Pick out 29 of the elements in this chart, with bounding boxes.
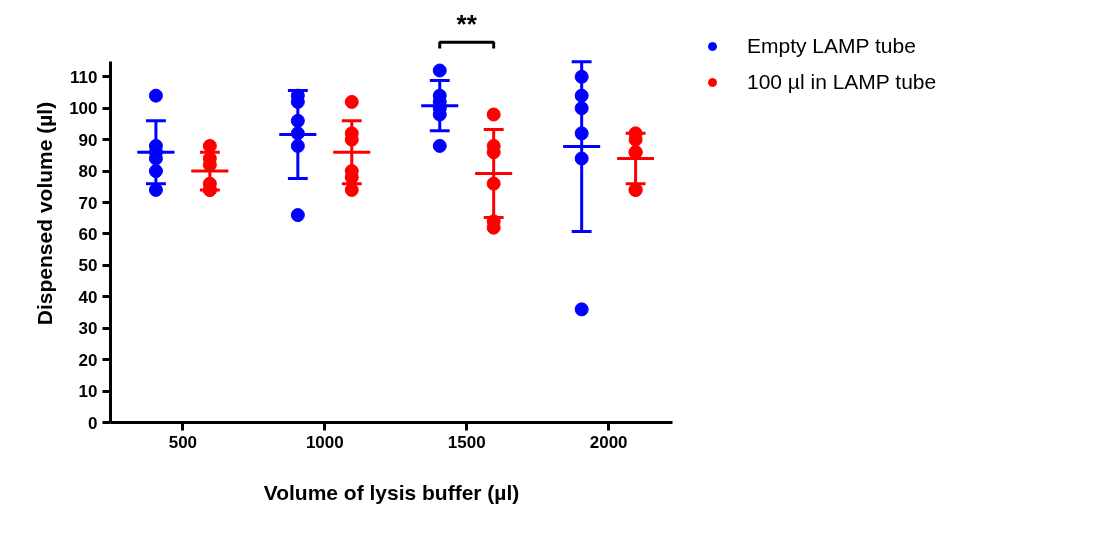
point (432, 63, 447, 78)
y-tick-label: 50 (78, 256, 98, 276)
y-tick-label: 100 (69, 99, 98, 119)
y-tick-label: 20 (78, 350, 98, 370)
y-tick-label: 80 (78, 162, 98, 182)
y-tick-label: 30 (78, 319, 98, 339)
y-axis-title: Dispensed volume (µl) (33, 101, 57, 326)
x-tick-label: 2000 (589, 432, 628, 452)
y-tick-label: 60 (78, 224, 98, 244)
legend-label: 100 µl in LAMP tube (747, 70, 937, 94)
x-tick-label: 500 (168, 432, 198, 452)
point (148, 88, 163, 103)
point (344, 94, 359, 109)
legend-label: Empty LAMP tube (747, 34, 916, 58)
text: ** (456, 9, 478, 40)
point (486, 107, 501, 122)
y-tick-label: 40 (78, 287, 98, 307)
point (574, 302, 589, 317)
y-tick-label: 10 (78, 382, 98, 402)
x-tick-label: 1500 (447, 432, 486, 452)
y-tick-label: 70 (78, 193, 98, 213)
y-tick-label: 0 (88, 413, 98, 433)
x-axis-title: Volume of lysis buffer (µl) (263, 480, 520, 504)
x-tick-label: 1000 (305, 432, 344, 452)
point (432, 138, 447, 153)
y-tick-label: 90 (78, 130, 98, 150)
point (290, 208, 305, 223)
point (202, 138, 217, 153)
y-tick-label: 110 (70, 67, 98, 87)
